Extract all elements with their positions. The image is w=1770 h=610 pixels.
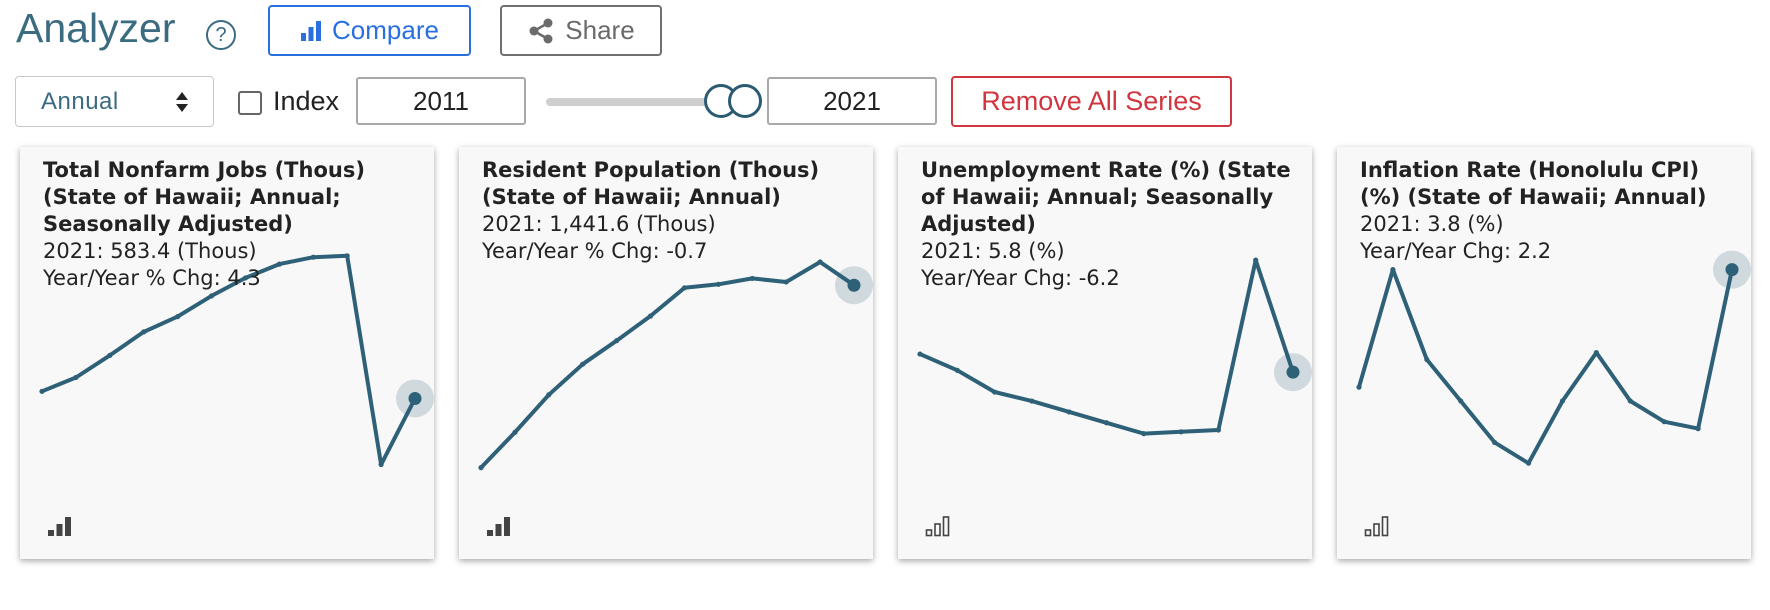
data-point (1103, 420, 1110, 426)
card-change: Year/Year Chg: 2.2 (1360, 239, 1552, 263)
slider-end-handle[interactable] (728, 84, 762, 118)
data-point (175, 314, 181, 320)
start-year-input[interactable]: 2011 (356, 77, 526, 125)
data-point (992, 389, 998, 395)
data-point (1215, 427, 1221, 433)
latest-data-point (847, 278, 861, 292)
data-point (478, 465, 484, 471)
data-point (39, 388, 45, 394)
bars-filled-icon[interactable] (47, 515, 73, 537)
bars-filled-icon[interactable] (486, 515, 512, 537)
index-checkbox[interactable] (238, 91, 262, 115)
sparkline-chart (39, 253, 434, 468)
data-point (1178, 429, 1184, 435)
card-title: Unemployment Rate (%) (State of Hawaii; … (921, 158, 1291, 236)
bars-outline-icon[interactable] (1364, 515, 1390, 537)
sparkline-chart (1356, 250, 1751, 466)
latest-data-point (1286, 365, 1300, 379)
remove-all-series-button[interactable]: Remove All Series (951, 76, 1232, 127)
data-point (1424, 356, 1430, 363)
data-point (1029, 398, 1035, 404)
share-icon (529, 18, 553, 43)
card-change: Year/Year % Chg: 4.3 (43, 266, 261, 290)
data-point (783, 279, 789, 285)
compare-label: Compare (332, 15, 439, 45)
data-point (73, 374, 79, 381)
frequency-select[interactable]: Annual (15, 76, 214, 127)
data-point (310, 254, 316, 260)
series-line (479, 260, 856, 469)
data-point (512, 429, 518, 435)
data-point (276, 261, 282, 267)
bars-outline-icon[interactable] (925, 515, 951, 537)
card-value: 2021: 1,441.6 (Thous) (482, 212, 716, 236)
card-title: Total Nonfarm Jobs (Thous) (State of Haw… (43, 158, 365, 236)
card-title: Resident Population (Thous) (State of Ha… (482, 158, 820, 209)
card-title: Inflation Rate (Honolulu CPI) (%) (State… (1360, 158, 1707, 209)
data-point (208, 293, 215, 299)
series-card-inflation-rate[interactable]: Inflation Rate (Honolulu CPI) (%) (State… (1337, 147, 1751, 559)
share-button[interactable]: Share (500, 5, 662, 56)
latest-data-point (1725, 263, 1739, 277)
data-point (1458, 398, 1464, 404)
data-point (749, 275, 755, 282)
data-point (681, 285, 688, 291)
data-point (647, 313, 654, 319)
updown-arrows-icon (176, 92, 188, 112)
series-card-nonfarm-jobs[interactable]: Total Nonfarm Jobs (Thous) (State of Haw… (20, 147, 434, 559)
end-year-input[interactable]: 2021 (767, 77, 937, 125)
data-point (1627, 398, 1633, 404)
card-change: Year/Year Chg: -6.2 (921, 266, 1120, 290)
data-point (344, 253, 350, 259)
data-point (242, 275, 249, 281)
bar-chart-icon (301, 20, 322, 41)
year-range-slider[interactable] (546, 98, 716, 106)
data-point (817, 259, 823, 265)
card-value: 2021: 5.8 (%) (921, 239, 1065, 263)
help-icon[interactable]: ? (206, 20, 236, 50)
card-value: 2021: 3.8 (%) (1360, 212, 1504, 236)
data-point (917, 351, 923, 357)
data-point (580, 361, 586, 367)
data-point (614, 338, 620, 344)
data-point (1525, 460, 1532, 466)
sparkline-chart (917, 257, 1312, 437)
data-point (1695, 426, 1701, 432)
page-title: Analyzer (16, 5, 176, 51)
data-point (1390, 267, 1396, 273)
series-line (41, 253, 417, 467)
data-point (141, 329, 147, 335)
card-change: Year/Year % Chg: -0.7 (482, 239, 708, 263)
data-point (378, 461, 384, 468)
data-point (1141, 431, 1147, 437)
data-point (715, 281, 721, 287)
data-point (546, 392, 552, 398)
share-label: Share (565, 15, 635, 45)
data-point (1356, 384, 1362, 390)
data-point (1066, 409, 1072, 415)
frequency-value: Annual (41, 88, 119, 115)
data-point (954, 367, 960, 373)
series-card-resident-population[interactable]: Resident Population (Thous) (State of Ha… (459, 147, 873, 559)
data-point (1661, 419, 1667, 425)
data-point (1492, 439, 1498, 446)
data-point (1253, 257, 1259, 263)
latest-data-point (408, 391, 422, 405)
series-line (1357, 267, 1734, 466)
compare-button[interactable]: Compare (268, 5, 471, 56)
data-point (1593, 349, 1599, 356)
data-point (1559, 398, 1566, 404)
sparkline-chart (478, 259, 873, 471)
card-value: 2021: 583.4 (Thous) (43, 239, 257, 263)
data-point (107, 352, 113, 358)
series-card-unemployment-rate[interactable]: Unemployment Rate (%) (State of Hawaii; … (898, 147, 1312, 559)
index-label: Index (273, 86, 340, 116)
